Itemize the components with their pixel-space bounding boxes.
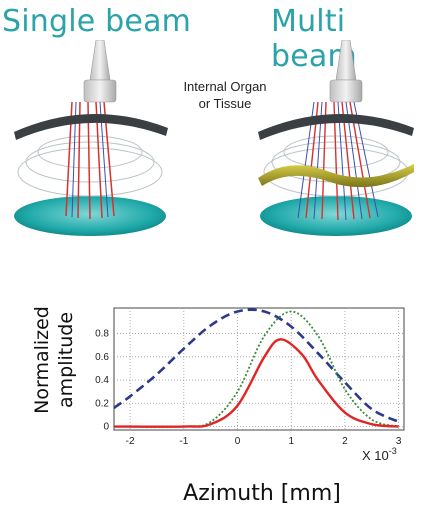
single-beam-title: Single beam bbox=[2, 4, 192, 39]
tissue-layer-right bbox=[258, 113, 414, 140]
tissue-layer-left bbox=[14, 113, 168, 140]
xlabel: Azimuth [mm] bbox=[183, 481, 341, 506]
beam-illustration bbox=[14, 40, 414, 236]
xtick-label: 1 bbox=[288, 436, 294, 447]
series-dashed-line bbox=[113, 308, 400, 424]
x-scale-exponent: -3 bbox=[389, 446, 397, 456]
ultrasound-probe-right bbox=[329, 40, 363, 103]
series-dotted-line bbox=[113, 310, 399, 428]
organ-label-line2: or Tissue bbox=[198, 96, 252, 111]
ylabel-line1: Normalized bbox=[31, 306, 53, 414]
x-scale-note: X 10-3 bbox=[362, 446, 397, 463]
xtick-label: 3 bbox=[396, 436, 402, 447]
organ-layer-right bbox=[258, 164, 414, 188]
ytick-label: 0.8 bbox=[95, 329, 109, 340]
ylabel-line2: amplitude bbox=[55, 312, 77, 408]
single-beam-diagram bbox=[14, 40, 168, 236]
xtick-label: -2 bbox=[126, 436, 135, 447]
ultrasound-probe-left bbox=[83, 40, 117, 103]
ytick-label: 0.2 bbox=[95, 398, 109, 409]
xtick-label: 0 bbox=[235, 436, 241, 447]
xtick-label: -1 bbox=[179, 436, 188, 447]
x-scale-base: X 10 bbox=[362, 448, 389, 463]
target-disk-right bbox=[260, 196, 412, 236]
ytick-label: 0.6 bbox=[95, 352, 109, 363]
organ-label-line1: Internal Organ bbox=[183, 79, 267, 94]
multi-beam-diagram bbox=[258, 40, 414, 236]
amplitude-chart: Normalized amplitude -2 -1 0 1 2 3 0 0.2 0.4 0.6 0… bbox=[31, 306, 405, 506]
xtick-label: 2 bbox=[342, 436, 348, 447]
ytick-label: 0 bbox=[103, 422, 109, 433]
ytick-label: 0.4 bbox=[95, 375, 109, 386]
internal-organ-label: Internal Organ or Tissue bbox=[170, 78, 280, 112]
series-solid-line bbox=[113, 338, 399, 428]
